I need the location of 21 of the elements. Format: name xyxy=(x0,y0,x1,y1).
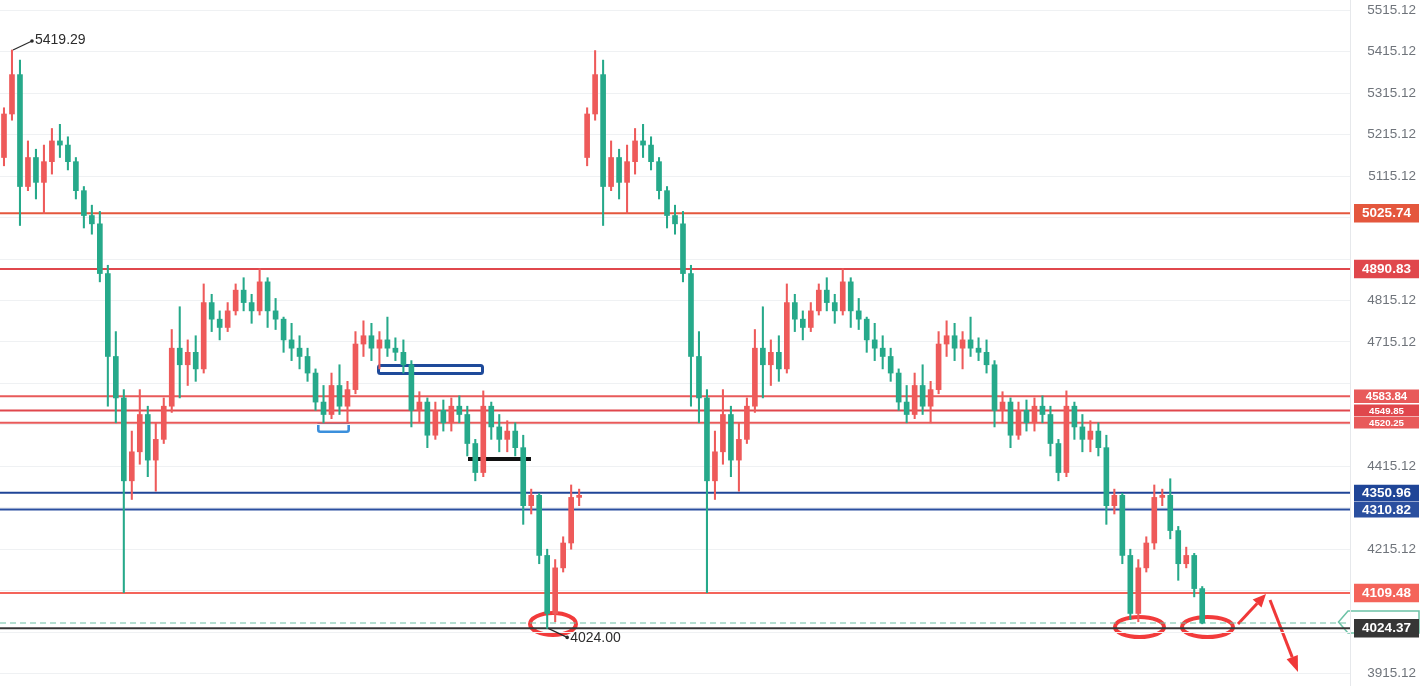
y-tick-label: 5315.12 xyxy=(1367,84,1416,100)
ref-line-label: 4583.84 xyxy=(1365,389,1408,402)
ref-line-label: 4890.83 xyxy=(1362,261,1412,277)
annotation: 5419.29 xyxy=(34,30,86,47)
y-tick-label: 4715.12 xyxy=(1367,333,1416,349)
ref-line-label: 4549.85 xyxy=(1369,404,1405,416)
ref-line-label: 4310.82 xyxy=(1362,501,1411,517)
ref-line-label: 4520.25 xyxy=(1369,416,1405,428)
y-tick-label: 4215.12 xyxy=(1367,540,1416,556)
y-tick-label: 4815.12 xyxy=(1367,292,1416,308)
ref-line-label: 4350.96 xyxy=(1362,485,1412,501)
y-tick-label: 5415.12 xyxy=(1367,43,1416,59)
y-tick-label: 5515.12 xyxy=(1367,2,1416,18)
y-tick-label: 5115.12 xyxy=(1368,167,1416,183)
y-tick-label: 3915.12 xyxy=(1367,665,1416,681)
ref-line-label: 5025.74 xyxy=(1362,205,1412,221)
annotation: 4024.00 xyxy=(570,629,622,646)
ref-line-label: 4109.48 xyxy=(1362,585,1412,601)
y-tick-label: 5215.12 xyxy=(1367,126,1416,142)
ref-line-label: 4024.37 xyxy=(1362,620,1411,636)
y-tick-label: 4415.12 xyxy=(1367,457,1416,473)
